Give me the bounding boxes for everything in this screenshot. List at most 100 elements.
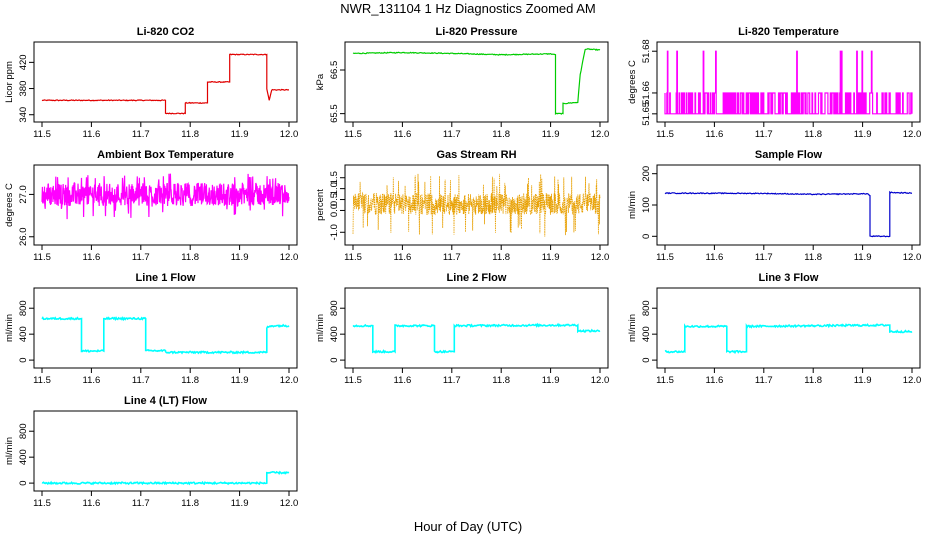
- plot-frame: [33, 41, 298, 123]
- panel-9: Line 4 (LT) Flow 11.5 11.6 11.7 11.8 11.9 12.0…: [4, 395, 298, 509]
- plot-frame: [656, 41, 921, 123]
- y-tick-label: 1.5: [329, 171, 340, 184]
- series-group: [664, 50, 913, 115]
- panel-0: Li-820 CO2 11.5 11.6 11.7 11.8 11.9 12.0 340 380…: [4, 26, 298, 140]
- x-tick-label: 12.0: [280, 252, 299, 263]
- x-tick-label: 11.9: [542, 375, 560, 386]
- panel-5: Sample Flow 11.5 11.6 11.7 11.8 11.9 12.0 0 100 2…: [627, 149, 921, 263]
- panel-title: Gas Stream RH: [436, 149, 516, 161]
- x-tick-label: 11.6: [83, 129, 101, 140]
- x-tick-label: 11.5: [33, 129, 51, 140]
- y-tick-label: 0: [329, 357, 340, 362]
- x-tick-label: 11.8: [804, 375, 822, 386]
- x-tick-label: 11.8: [804, 129, 822, 140]
- series-group: [41, 53, 289, 115]
- x-tick-label: 11.9: [854, 129, 872, 140]
- x-tick-label: 11.6: [83, 375, 101, 386]
- panel-4: Gas Stream RH 11.5 11.6 11.7 11.8 11.9 12.0 -1.…: [315, 149, 609, 263]
- y-axis-label: degrees C: [627, 60, 638, 104]
- x-tick-label: 12.0: [591, 129, 610, 140]
- figure-title: NWR_131104 1 Hz Diagnostics Zoomed AM: [340, 1, 596, 16]
- x-tick-label: 11.5: [33, 252, 51, 263]
- y-tick-label: 800: [18, 423, 29, 439]
- y-axis-label: ml/min: [315, 314, 326, 342]
- x-tick-label: 11.9: [231, 252, 249, 263]
- y-tick-label: 340: [18, 107, 29, 123]
- y-tick-label: 0.5: [329, 193, 340, 206]
- y-axis-label: ml/min: [4, 437, 15, 465]
- x-tick-label: 11.6: [83, 252, 101, 263]
- y-tick-label: 51.66: [641, 81, 652, 105]
- y-tick-label: 100: [641, 197, 652, 213]
- x-tick-label: 11.5: [33, 498, 51, 509]
- y-tick-label: 800: [641, 300, 652, 316]
- x-tick-label: 12.0: [280, 498, 299, 509]
- panel-title: Line 2 Flow: [447, 272, 507, 284]
- x-tick-label: 11.7: [443, 129, 461, 140]
- y-tick-label: 51.65: [641, 102, 652, 126]
- x-tick-label: 11.7: [755, 129, 773, 140]
- y-tick-label: 800: [18, 300, 29, 316]
- x-tick-label: 11.6: [394, 129, 412, 140]
- plot-frame: [33, 287, 298, 369]
- y-tick-label: 66.5: [329, 61, 340, 80]
- x-tick-label: 11.9: [854, 252, 872, 263]
- panel-7: Line 2 Flow 11.5 11.6 11.7 11.8 11.9 12.0 0 400 8…: [315, 272, 609, 386]
- series-group: [664, 322, 913, 355]
- plot-frame: [344, 164, 609, 246]
- y-tick-label: 400: [641, 326, 652, 342]
- series-line: [664, 322, 913, 355]
- panel-6: Line 1 Flow 11.5 11.6 11.7 11.8 11.9 12.0 0 400 8…: [4, 272, 298, 386]
- figure-xlabel: Hour of Day (UTC): [414, 519, 522, 534]
- x-tick-label: 11.6: [706, 252, 724, 263]
- y-tick-label: 27.0: [18, 185, 29, 204]
- panel-title: Sample Flow: [755, 149, 823, 161]
- panel-1: Li-820 Pressure 11.5 11.6 11.7 11.8 11.9 12.0 6…: [315, 26, 609, 140]
- x-tick-label: 11.9: [542, 129, 560, 140]
- panel-title: Li-820 Temperature: [738, 26, 839, 38]
- panel-title: Ambient Box Temperature: [97, 149, 234, 161]
- panel-title: Line 1 Flow: [136, 272, 196, 284]
- panel-title: Li-820 CO2: [137, 26, 194, 38]
- y-tick-label: 380: [18, 81, 29, 97]
- x-tick-label: 11.9: [542, 252, 560, 263]
- x-tick-label: 12.0: [280, 375, 299, 386]
- x-tick-label: 11.8: [181, 252, 199, 263]
- y-tick-label: 200: [641, 166, 652, 182]
- plot-frame: [344, 41, 609, 123]
- x-tick-label: 11.7: [443, 252, 461, 263]
- y-axis-label: kPa: [315, 73, 326, 90]
- y-tick-label: 51.68: [641, 39, 652, 63]
- series-line: [664, 190, 913, 238]
- x-tick-label: 11.5: [656, 129, 674, 140]
- x-tick-label: 11.8: [492, 252, 510, 263]
- plot-frame: [344, 287, 609, 369]
- series-group: [664, 190, 913, 238]
- x-tick-label: 11.7: [132, 129, 150, 140]
- x-tick-label: 11.5: [33, 375, 51, 386]
- y-axis-label: ml/min: [4, 314, 15, 342]
- series-line: [41, 316, 290, 355]
- y-tick-label: 0.0: [329, 204, 340, 217]
- y-tick-label: 400: [18, 449, 29, 465]
- y-tick-label: 800: [329, 300, 340, 316]
- series-group: [41, 470, 290, 486]
- x-tick-label: 11.9: [231, 129, 249, 140]
- x-tick-label: 11.9: [231, 498, 249, 509]
- panel-8: Line 3 Flow 11.5 11.6 11.7 11.8 11.9 12.0 0 400 8…: [627, 272, 921, 386]
- plot-frame: [656, 164, 921, 246]
- x-tick-label: 12.0: [903, 252, 922, 263]
- plot-frame: [656, 287, 921, 369]
- y-axis-label: ml/min: [627, 314, 638, 342]
- series-line: [352, 322, 601, 354]
- panels: Li-820 CO2 11.5 11.6 11.7 11.8 11.9 12.0 340 380…: [4, 26, 921, 509]
- y-axis-label: ml/min: [627, 191, 638, 219]
- x-tick-label: 11.8: [804, 252, 822, 263]
- x-tick-label: 11.5: [344, 252, 362, 263]
- x-tick-label: 11.5: [344, 375, 362, 386]
- x-tick-label: 11.5: [344, 129, 362, 140]
- series-line: [41, 470, 290, 486]
- x-tick-label: 11.5: [656, 252, 674, 263]
- x-tick-label: 11.6: [394, 375, 412, 386]
